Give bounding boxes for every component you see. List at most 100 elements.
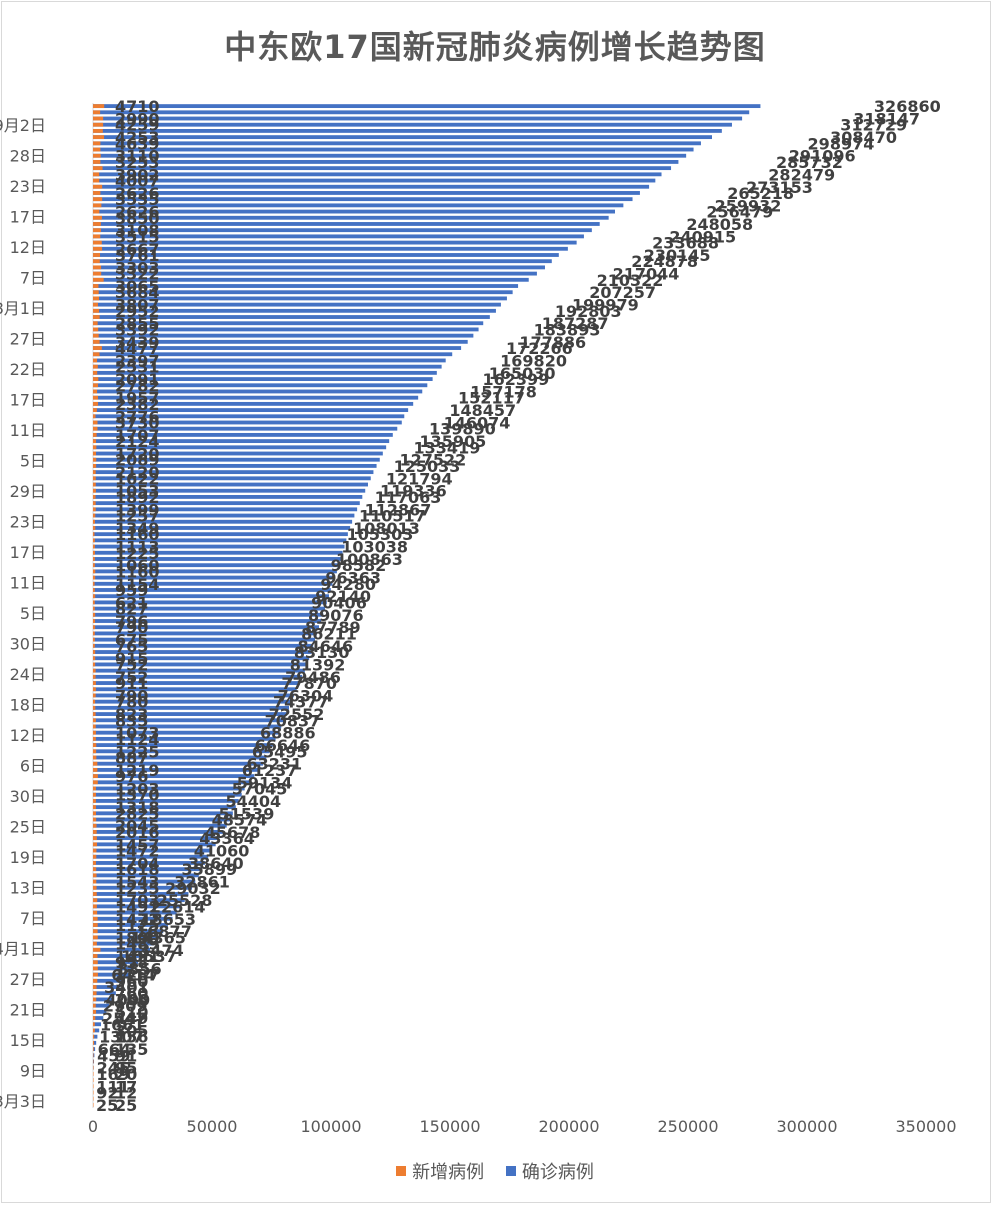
- bar-confirmed: [93, 488, 366, 493]
- bar-confirmed: [93, 1022, 102, 1027]
- bar-new: [93, 420, 98, 425]
- bar-confirmed: [93, 705, 290, 710]
- bar-new: [93, 240, 102, 245]
- bar-confirmed: [93, 736, 276, 741]
- data-label-new: 752: [115, 655, 148, 674]
- data-label-new: 1892: [115, 488, 160, 507]
- bar-new: [93, 296, 100, 301]
- x-tick-label: 150000: [419, 1117, 480, 1136]
- bar-confirmed: [93, 619, 322, 623]
- data-label-new: 827: [115, 600, 148, 619]
- data-label-confirmed: 100863: [336, 550, 403, 569]
- bar-new: [93, 786, 96, 791]
- bar-confirmed: [93, 228, 592, 233]
- bar-new: [93, 985, 97, 989]
- data-label-confirmed: 74377: [273, 693, 329, 712]
- data-label-confirmed: 187287: [542, 314, 609, 333]
- bar-confirmed: [93, 606, 326, 611]
- bar-new: [93, 550, 95, 555]
- data-label-new: 976: [115, 767, 148, 786]
- data-label-confirmed: 256479: [706, 203, 773, 222]
- bar-confirmed: [93, 916, 173, 921]
- bar-new: [93, 246, 103, 251]
- bar-confirmed: [93, 823, 227, 828]
- data-label-confirmed: 111: [96, 1077, 129, 1096]
- bar-new: [93, 141, 101, 146]
- bar-confirmed: [93, 209, 615, 214]
- bar-new: [93, 358, 98, 363]
- data-label-new: 1472: [115, 910, 160, 929]
- data-label-confirmed: 22614: [150, 897, 206, 916]
- y-tick-label: 15日: [10, 1031, 46, 1050]
- bar-new: [93, 457, 97, 462]
- bar-new: [93, 705, 96, 710]
- data-label-new: 4710: [115, 97, 160, 116]
- data-label-confirmed: 43364: [199, 829, 255, 848]
- bar-new: [93, 1016, 96, 1020]
- bar-new: [93, 1028, 95, 1033]
- y-tick-label: 27日: [10, 330, 46, 349]
- data-label-new: 780: [115, 693, 148, 712]
- data-label-new: 2952: [115, 302, 160, 321]
- bar-new: [93, 755, 97, 760]
- data-label-new: 25: [115, 1096, 137, 1115]
- bar-confirmed: [93, 563, 339, 568]
- bar-confirmed: [93, 432, 393, 437]
- bar-new: [93, 761, 98, 766]
- bar-new: [93, 600, 95, 605]
- data-label-new: 2045: [115, 817, 160, 836]
- y-tick-label: 4月1日: [0, 940, 46, 959]
- legend-label-confirmed: 确诊病例: [521, 1162, 594, 1183]
- bar-confirmed: [93, 265, 545, 270]
- bar-new: [93, 203, 102, 208]
- y-tick-label: 27日: [10, 970, 46, 989]
- bar-confirmed: [93, 786, 245, 791]
- bar-confirmed: [93, 284, 519, 288]
- bar-new: [93, 1102, 94, 1107]
- data-label-new: 675: [115, 631, 148, 650]
- bar-new: [93, 966, 98, 971]
- y-tick-label: 3月3日: [0, 1092, 46, 1111]
- data-label-confirmed: 285732: [776, 153, 843, 172]
- data-label-confirmed: 94280: [320, 575, 376, 594]
- data-label-new: 1957: [115, 389, 160, 408]
- bar-new: [93, 563, 95, 568]
- data-label-confirmed: 162399: [483, 370, 550, 389]
- bar-new: [93, 135, 105, 140]
- bar-confirmed: [93, 364, 442, 369]
- data-label-confirmed: 41060: [194, 842, 250, 861]
- bar-confirmed: [93, 1034, 98, 1039]
- bar-confirmed: [93, 693, 294, 698]
- data-label-confirmed: 2909: [103, 997, 148, 1016]
- bar-new: [93, 699, 96, 704]
- data-label-new: 1472: [115, 842, 160, 861]
- data-label-confirmed: 76304: [278, 686, 334, 705]
- bar-new: [93, 892, 97, 896]
- data-label-new: 3535: [115, 190, 160, 209]
- data-label-new: 760: [115, 984, 148, 1003]
- bar-new: [93, 271, 102, 276]
- bar-new: [93, 414, 96, 419]
- bar-confirmed: [93, 1059, 95, 1064]
- data-label-new: 449: [115, 1009, 148, 1028]
- bar-new: [93, 904, 97, 909]
- data-label-new: 1219: [115, 761, 160, 780]
- bar-confirmed: [93, 346, 462, 350]
- bar-confirmed: [93, 612, 324, 617]
- bar-new: [93, 439, 97, 444]
- bar-new: [93, 792, 96, 797]
- data-label-new: 4253: [115, 128, 160, 147]
- bar-confirmed: [93, 153, 687, 158]
- data-label-new: 1225: [115, 742, 160, 761]
- bar-confirmed: [93, 923, 168, 927]
- data-label-new: 1457: [115, 835, 160, 854]
- bar-confirmed: [93, 519, 353, 524]
- data-label-new: 510: [115, 1003, 148, 1022]
- bar-confirmed: [93, 631, 317, 636]
- data-label-new: 1160: [115, 562, 160, 581]
- data-label-new: 1124: [115, 730, 160, 749]
- legend-swatch-new: [396, 1166, 407, 1176]
- bar-confirmed: [93, 215, 609, 220]
- bar-new: [93, 346, 102, 350]
- data-label-new: 1160: [115, 525, 160, 544]
